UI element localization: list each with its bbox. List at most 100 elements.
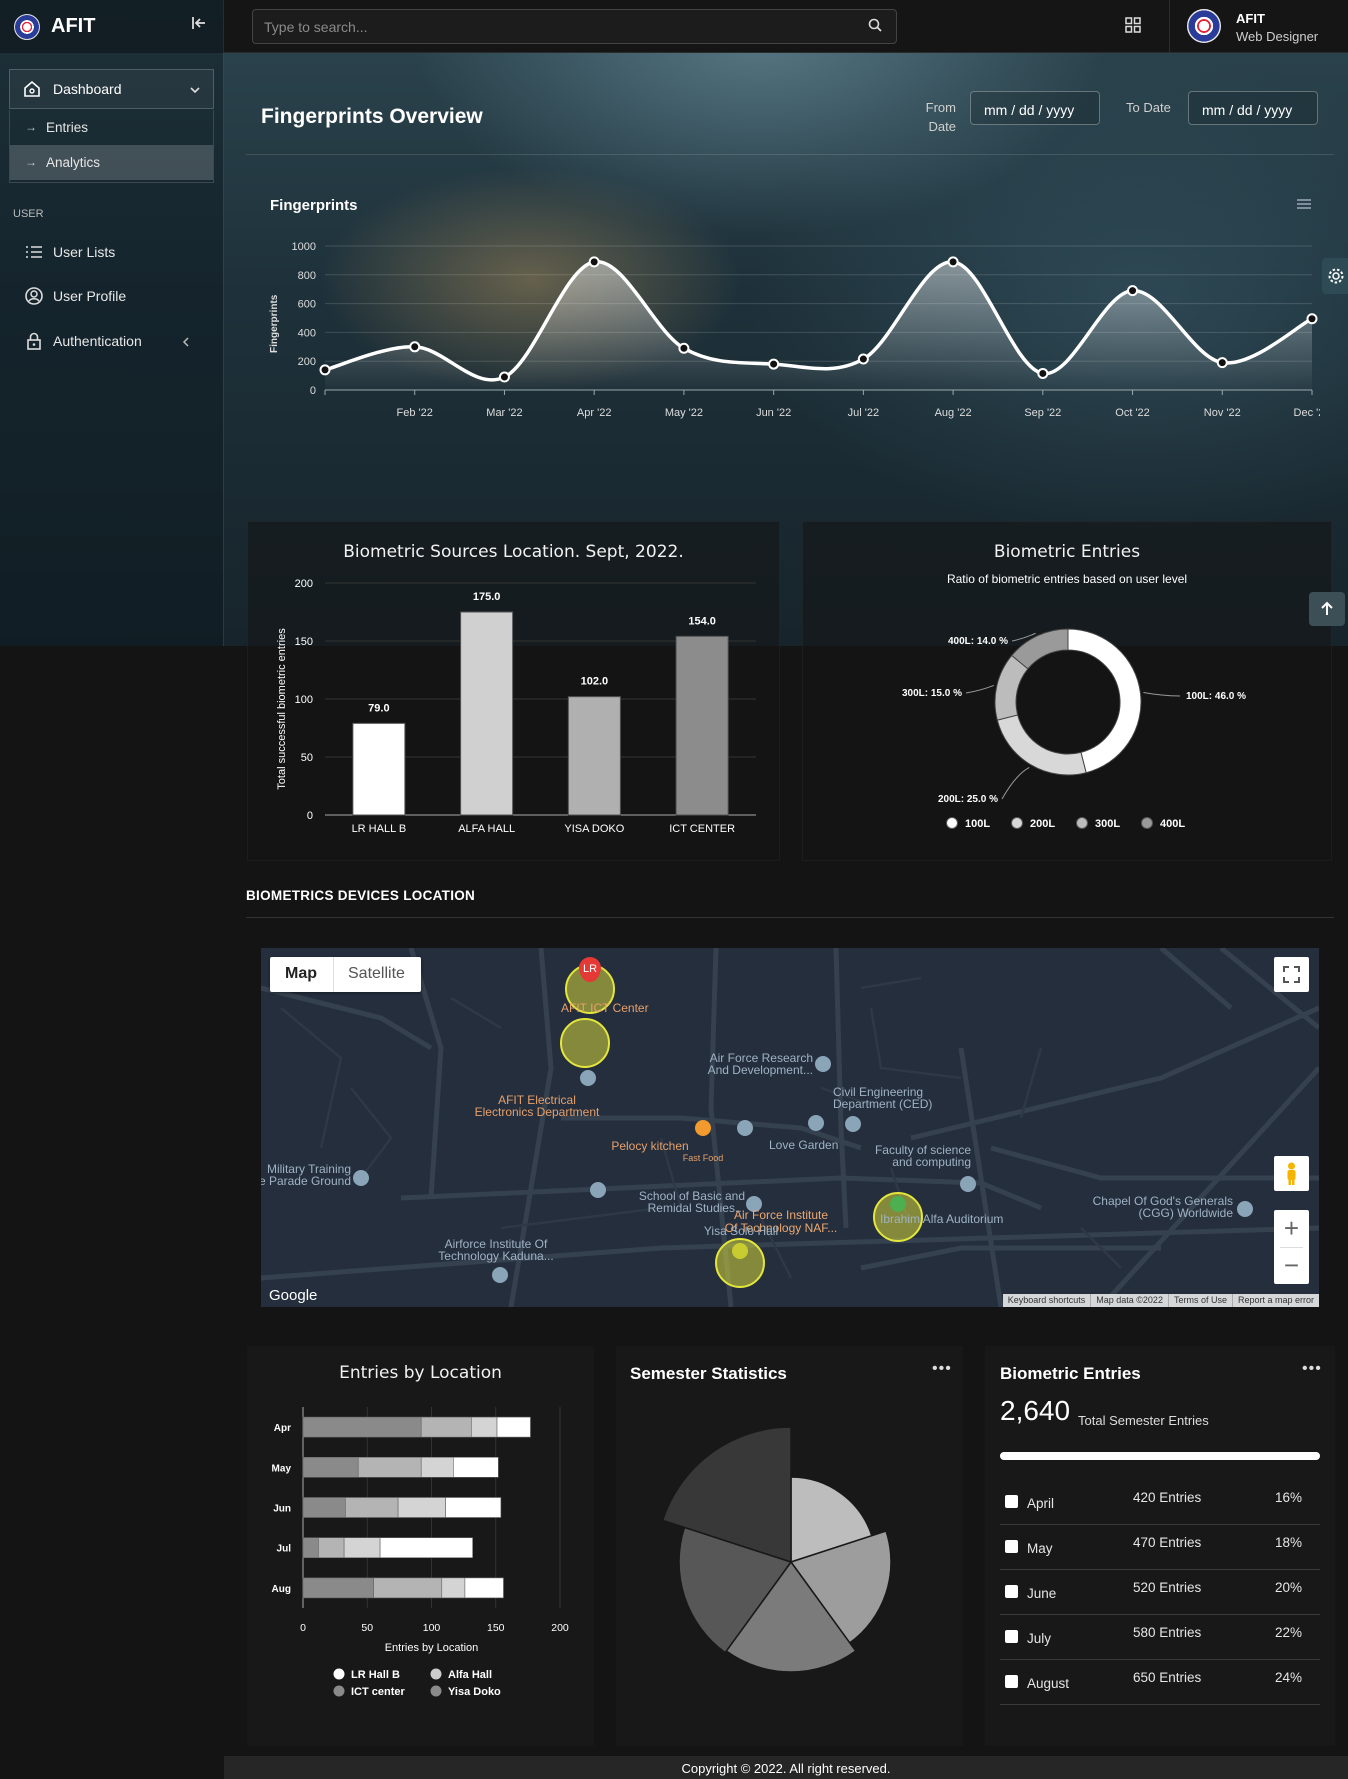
legend-marker <box>1011 817 1023 829</box>
afit-logo <box>14 13 40 40</box>
search-box <box>252 9 897 44</box>
sidebar-item-label: Entries <box>46 120 89 135</box>
row-percent: 22% <box>1275 1625 1303 1640</box>
legend-marker <box>946 817 958 829</box>
sidebar: AFIT Dashboard → Entries → Analytics USER … <box>0 0 224 646</box>
map-label: Technology Kaduna... <box>438 1249 553 1263</box>
map-label: e Parade Ground <box>261 1174 351 1188</box>
row-checkbox[interactable] <box>1005 1585 1018 1598</box>
map-label: Faculty of science <box>875 1143 971 1157</box>
slice-leader-line <box>1001 766 1030 800</box>
chart-menu-icon[interactable] <box>1296 198 1312 210</box>
y-tick-label: Aug <box>272 1584 291 1595</box>
place-pin <box>580 1070 596 1086</box>
bar <box>460 611 514 816</box>
collapse-sidebar-icon[interactable] <box>191 15 207 31</box>
entries-row: April 420 Entries 16% <box>1000 1480 1320 1525</box>
y-tick-label: 200 <box>298 356 316 368</box>
google-logo: Google <box>269 1287 317 1304</box>
legend-label: ICT center <box>351 1686 406 1698</box>
satellite-tab[interactable]: Satellite <box>348 965 405 982</box>
map-label: And Development... <box>708 1063 813 1077</box>
stacked-bar-segment <box>373 1577 443 1599</box>
gear-icon <box>1328 268 1344 284</box>
map-label: AFIT ICT Center <box>561 1001 649 1015</box>
more-options-icon[interactable]: ••• <box>932 1360 952 1377</box>
avatar[interactable] <box>1187 9 1221 43</box>
sidebar-item-user-lists[interactable]: User Lists <box>25 244 115 260</box>
stacked-bar-segment <box>464 1577 504 1599</box>
device-circle-marker <box>715 1238 765 1288</box>
fullscreen-button[interactable] <box>1274 957 1309 992</box>
donut-chart-subtitle: Ratio of biometric entries based on user… <box>946 572 1188 586</box>
map-label: Civil Engineering <box>833 1085 923 1099</box>
from-label-line: From <box>925 100 956 115</box>
stacked-bar-segment <box>379 1537 473 1558</box>
donut-slice <box>996 714 1087 776</box>
legend-marker <box>1141 817 1153 829</box>
user-name: AFIT <box>1236 11 1265 26</box>
zoom-divider <box>1280 1247 1303 1248</box>
sidebar-item-analytics[interactable]: → Analytics <box>10 145 213 180</box>
legend-marker <box>430 1668 442 1680</box>
arrow-up-icon <box>1321 601 1333 615</box>
zoom-in-button[interactable]: + <box>1283 1213 1300 1243</box>
sidebar-item-user-profile[interactable]: User Profile <box>25 287 126 305</box>
map-data-text: Map data ©2022 <box>1091 1294 1169 1307</box>
search-input[interactable] <box>253 10 896 43</box>
legend-marker <box>1076 817 1088 829</box>
stacked-bar-segment <box>345 1497 399 1518</box>
row-entries: 650 Entries <box>1133 1670 1202 1685</box>
y-tick-label: Jun <box>273 1504 291 1515</box>
row-month: April <box>1027 1496 1055 1511</box>
donut-slice <box>1067 628 1142 774</box>
sidebar-item-label: Dashboard <box>53 81 122 97</box>
row-checkbox[interactable] <box>1005 1630 1018 1643</box>
keyboard-shortcuts-link[interactable]: Keyboard shortcuts <box>1003 1294 1092 1307</box>
from-date-input[interactable]: mm / dd / yyyy <box>970 91 1100 125</box>
area-fill <box>325 261 1312 390</box>
y-tick-label: Jul <box>277 1544 292 1555</box>
x-tick-label: 200 <box>551 1622 569 1634</box>
legend-label: Yisa Doko <box>448 1686 501 1698</box>
biometric-entries-donut: 100L: 46.0 % 200L: 25.0 % 300L: 15.0 % 400L… <box>902 628 1246 830</box>
slice-label: 400L: 14.0 % <box>948 636 1008 647</box>
legend-label: 100L <box>965 818 990 830</box>
row-percent: 24% <box>1275 1670 1303 1685</box>
total-entries-value: 2,640 <box>1000 1395 1071 1426</box>
street-view-button[interactable] <box>1274 1156 1309 1191</box>
map-tab[interactable]: Map <box>285 965 317 982</box>
to-date-input[interactable]: mm / dd / yyyy <box>1188 91 1318 125</box>
more-options-icon[interactable]: ••• <box>1302 1360 1322 1377</box>
arrow-right-icon: → <box>25 155 37 169</box>
y-tick-label: May <box>272 1463 292 1474</box>
y-axis-label: Total successful biometric entries <box>276 628 288 790</box>
apps-grid-icon[interactable] <box>1124 16 1142 34</box>
x-axis-label: Entries by Location <box>385 1642 479 1654</box>
data-point <box>857 353 869 365</box>
brand-name: AFIT <box>51 15 96 37</box>
sidebar-item-entries[interactable]: → Entries <box>10 110 213 145</box>
lock-icon <box>27 332 41 350</box>
row-checkbox[interactable] <box>1005 1675 1018 1688</box>
terms-link[interactable]: Terms of Use <box>1169 1294 1233 1307</box>
data-point <box>319 364 331 376</box>
scroll-top-button[interactable] <box>1309 592 1345 626</box>
sidebar-item-authentication[interactable]: Authentication <box>25 332 201 350</box>
row-checkbox[interactable] <box>1005 1495 1018 1508</box>
row-entries: 520 Entries <box>1133 1580 1202 1595</box>
sidebar-item-dashboard[interactable]: Dashboard <box>9 69 214 109</box>
zoom-out-button[interactable]: − <box>1283 1250 1300 1280</box>
settings-tab[interactable] <box>1322 258 1348 294</box>
devices-map[interactable]: Map Satellite + − LR AFIT ICT Center AFI… <box>261 948 1319 1307</box>
x-tick-label: ALFA HALL <box>458 823 515 835</box>
report-error-link[interactable]: Report a map error <box>1237 1295 1314 1305</box>
stacked-bar-segment <box>445 1497 502 1518</box>
map-tab-divider <box>333 957 334 992</box>
legend-label: LR Hall B <box>351 1669 400 1681</box>
search-icon[interactable] <box>868 18 882 32</box>
map-footer: Keyboard shortcuts Map data ©2022 Terms … <box>1002 1294 1319 1307</box>
brand[interactable]: AFIT <box>0 0 224 53</box>
stacked-bar-segment <box>453 1456 499 1478</box>
row-checkbox[interactable] <box>1005 1540 1018 1553</box>
